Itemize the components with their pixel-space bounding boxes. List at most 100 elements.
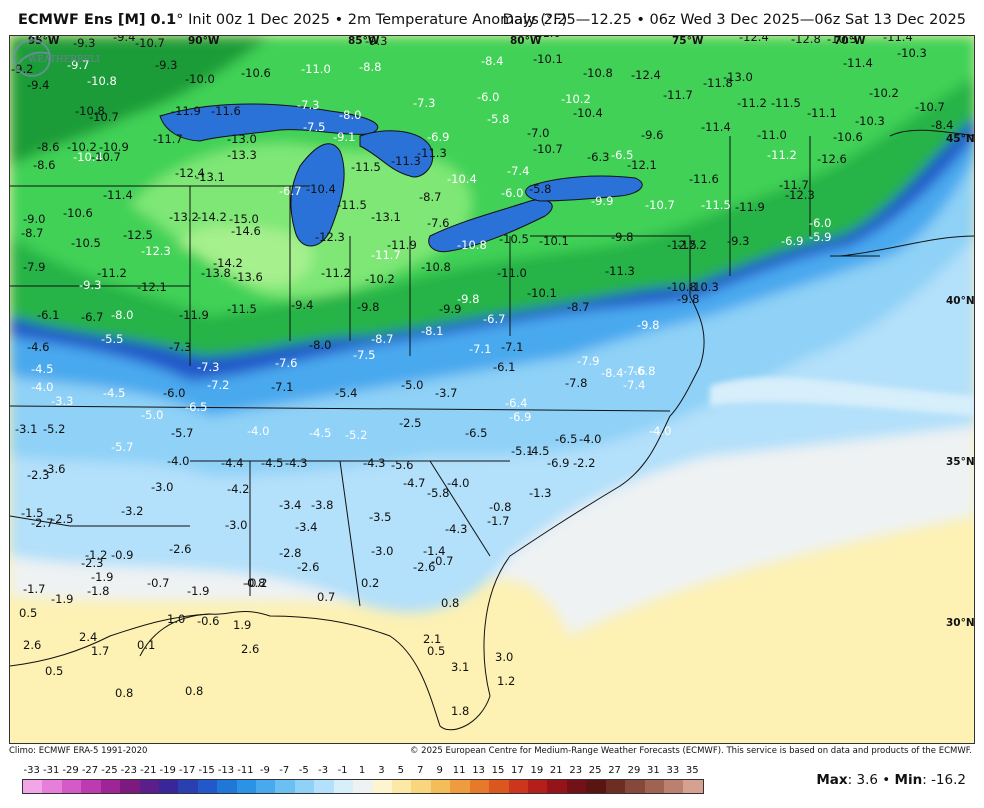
anomaly-value: -11.4 [883,36,913,44]
anomaly-value: -4.0 [579,432,601,446]
colorbar-tick: -11 [237,765,254,776]
colorbar-tick: 3 [378,765,385,776]
anomaly-value: -5.8 [427,486,449,500]
anomaly-value: -11.0 [301,62,331,76]
degree-symbol: ° [176,12,184,28]
anomaly-value: -11.4 [843,56,873,70]
anomaly-value: -10.5 [71,236,101,250]
anomaly-value: -7.4 [507,164,529,178]
anomaly-value: -2.6 [169,542,191,556]
anomaly-value: -7.3 [413,96,435,110]
anomaly-value: -4.4 [221,456,243,470]
anomaly-value: -1.7 [23,582,45,596]
anomaly-value: -11.7 [663,88,693,102]
anomaly-value: 2.4 [79,630,97,644]
anomaly-value: -10.2 [869,86,899,100]
anomaly-value: -10.3 [897,46,927,60]
anomaly-value: -1.2 [85,548,107,562]
anomaly-value: -9.6 [641,128,663,142]
anomaly-map: 95°W 90°W 85°W 80°W 75°W 70°W 45°N 40°N … [9,35,975,744]
anomaly-value: -10.2 [365,272,395,286]
colorbar-swatch [333,780,354,793]
anomaly-value: -9.3 [155,58,177,72]
anomaly-value: -6.9 [427,130,449,144]
anomaly-value: -4.0 [167,454,189,468]
lat-label: 45°N [946,133,975,145]
anomaly-value: -7.9 [23,260,45,274]
anomaly-value: -2.2 [573,456,595,470]
anomaly-value: -8.6 [33,158,55,172]
anomaly-value: -8.0 [339,108,361,122]
anomaly-value: -6.9 [547,456,569,470]
colorbar-tick: -23 [120,765,138,776]
anomaly-value: -3.4 [279,498,301,512]
anomaly-value: -9.3 [365,36,387,48]
anomaly-value: -9.8 [637,318,659,332]
colorbar-tick: -5 [298,765,309,776]
anomaly-value: -6.9 [781,234,803,248]
weatherbell-logo: WEATHERBELL [13,39,100,77]
anomaly-value: -11.3 [391,154,421,168]
anomaly-value: -3.0 [225,518,247,532]
anomaly-value: -4.3 [285,456,307,470]
logo-text: WEATHERBELL [28,55,100,65]
anomaly-value: -11.2 [321,266,351,280]
anomaly-value: -9.8 [611,230,633,244]
colorbar-swatch [663,780,684,793]
anomaly-value: -5.6 [391,458,413,472]
colorbar-tick: 9 [436,765,443,776]
anomaly-value: -5.8 [529,182,551,196]
product-name: 2m Temperature Anomaly (°F) [347,12,568,28]
anomaly-value: -7.5 [353,348,375,362]
anomaly-value: -11.7 [779,178,809,192]
anomaly-value: -13.6 [233,270,263,284]
anomaly-value: -4.3 [445,522,467,536]
colorbar-tick: 29 [627,765,641,776]
anomaly-value: -10.7 [135,36,165,50]
anomaly-value: -11.5 [227,302,257,316]
anomaly-value: -1.5 [21,506,43,520]
anomaly-value: -6.1 [37,308,59,322]
colorbar-swatch [683,780,703,793]
colorbar-tick: -13 [217,765,235,776]
colorbar-tick: -7 [279,765,290,776]
anomaly-value: -1.3 [529,486,551,500]
anomaly-value: -10.8 [87,74,117,88]
colorbar-swatch [61,780,82,793]
max-value: 3.6 [856,772,878,788]
lat-labels: 45°N 40°N 35°N 30°N [946,133,975,629]
anomaly-value: -10.0 [185,72,215,86]
anomaly-value: -9.8 [677,292,699,306]
anomaly-value: -9.4 [113,36,135,44]
bullet: • [334,12,344,28]
anomaly-value: -10.8 [667,280,697,294]
anomaly-value: -1.9 [51,592,73,606]
colorbar-tick: 13 [472,765,485,776]
anomaly-value: -5.9 [809,230,831,244]
lon-label: 80°W [510,36,542,47]
colorbar-swatch [469,780,490,793]
anomaly-value: -3.5 [369,510,391,524]
anomaly-value: -5.2 [43,422,65,436]
colorbar-tick: 25 [588,765,602,776]
anomaly-value: -11.5 [771,96,801,110]
anomaly-value: -10.7 [533,142,563,156]
valid-period: Days 2.25—12.25 • 06z Wed 3 Dec 2025—06z… [502,12,966,28]
anomaly-value: -11.9 [171,104,201,118]
anomaly-value: -3.8 [311,498,333,512]
anomaly-value: -11.7 [153,132,183,146]
anomaly-value: -13.1 [371,210,401,224]
anomaly-value: -11.8 [703,76,733,90]
anomaly-value: -3.3 [51,394,73,408]
anomaly-value: -11.5 [701,198,731,212]
anomaly-value: -10.7 [91,150,121,164]
anomaly-value: -11.3 [417,146,447,160]
anomaly-value: -10.8 [583,66,613,80]
colorbar-tick: 21 [549,765,563,776]
anomaly-value: -9.8 [457,292,479,306]
colorbar-swatch [625,780,645,793]
anomaly-value: -10.8 [75,104,105,118]
anomaly-value: -7.8 [565,376,587,390]
anomaly-value: -12.3 [785,188,815,202]
anomaly-value: -6.1 [493,360,515,374]
